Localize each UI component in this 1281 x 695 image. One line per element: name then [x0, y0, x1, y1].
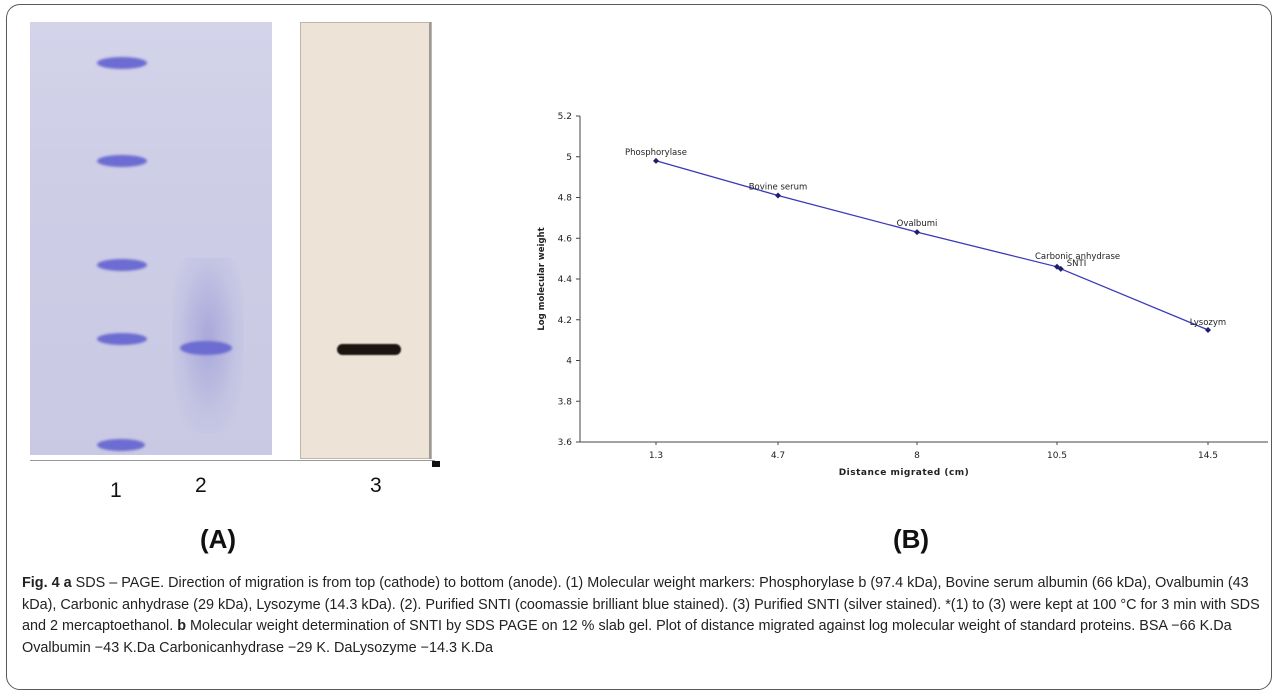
y-tick-label: 5 — [566, 153, 572, 163]
y-tick-label: 3.8 — [558, 397, 573, 407]
caption-part-b: Molecular weight determination of SNTI b… — [22, 618, 1232, 656]
caption-part-b-marker: b — [177, 618, 187, 634]
point-label: Lysozym — [1190, 318, 1226, 328]
y-tick-label: 4.4 — [558, 275, 573, 285]
panel-label-b: (B) — [893, 524, 930, 554]
gel-edge — [429, 22, 431, 459]
point-label: Ovalbumi — [897, 219, 938, 229]
panel-label-a: (A) — [200, 524, 237, 554]
point-label: Phosphorylase — [625, 148, 687, 158]
marker-band — [97, 259, 147, 271]
gel-baseline — [30, 460, 435, 461]
chart-b: 3.6 3.8 4 4.2 4.4 4.6 4.8 5 5.2 1.3 4.7 8 10.5 14.5 Di… — [537, 112, 1268, 478]
marker-band — [97, 155, 147, 167]
y-tick-label: 4.8 — [558, 194, 573, 204]
marker-band — [97, 57, 147, 69]
caption-fig-label: Fig. 4 — [22, 575, 60, 591]
y-tick-label: 5.2 — [558, 112, 572, 122]
x-tick-label: 8 — [914, 451, 920, 461]
figure-frame — [6, 4, 1272, 690]
snti-band-silver — [337, 344, 401, 355]
point-label: Carbonic anhydrase — [1035, 252, 1120, 262]
lane-label-2: 2 — [195, 474, 207, 497]
scale-mark — [432, 461, 440, 467]
point-label: SNTI — [1067, 259, 1086, 269]
x-axis-label: Distance migrated (cm) — [839, 468, 970, 478]
lane-label-1: 1 — [110, 479, 122, 502]
data-point — [775, 192, 781, 199]
caption-part-a: SDS – PAGE. Direction of migration is fr… — [22, 575, 1260, 634]
x-tick-label: 14.5 — [1198, 451, 1218, 461]
data-point — [1205, 326, 1211, 333]
series-line — [655, 160, 1209, 331]
snti-band-coomassie — [180, 341, 232, 355]
marker-band — [97, 439, 145, 451]
y-axis-label: Log molecular weight — [537, 227, 547, 330]
data-point — [653, 157, 659, 164]
figure-caption: Fig. 4 a SDS – PAGE. Direction of migrat… — [22, 573, 1262, 659]
caption-part-a-marker: a — [63, 575, 72, 591]
y-tick-label: 4.2 — [558, 316, 572, 326]
y-tick-label: 4 — [566, 357, 572, 367]
y-tick-label: 4.6 — [558, 234, 573, 244]
x-tick-label: 1.3 — [649, 451, 663, 461]
marker-band — [97, 333, 147, 345]
lane-label-3: 3 — [370, 474, 382, 497]
x-tick-label: 10.5 — [1047, 451, 1067, 461]
data-point — [914, 229, 920, 236]
y-tick-label: 3.6 — [558, 438, 573, 448]
point-label: Bovine serum — [749, 182, 808, 192]
data-point — [1057, 265, 1064, 272]
gel-image-silver — [300, 22, 432, 459]
x-tick-label: 4.7 — [771, 451, 785, 461]
